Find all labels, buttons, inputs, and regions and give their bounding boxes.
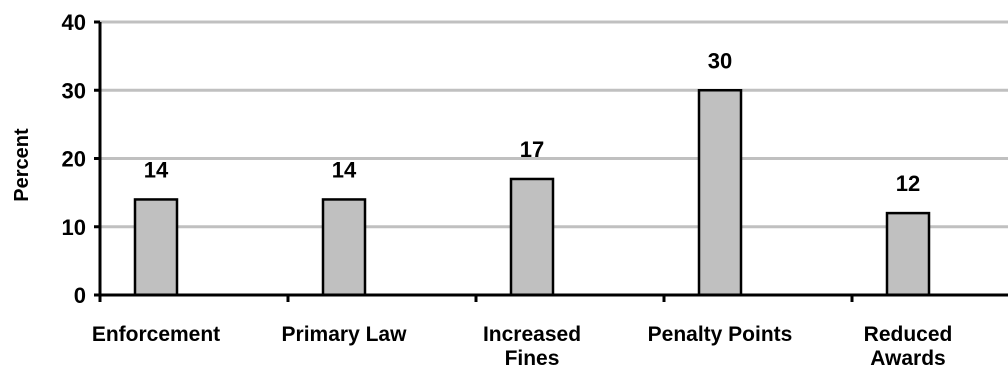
bar-0 [133,198,179,297]
bar-3 [697,89,743,297]
y-tick-label-0: 0 [74,283,86,308]
bar-4 [885,211,931,297]
data-label-4: 12 [896,171,920,196]
bar-1 [321,198,367,297]
data-label-1: 14 [332,157,357,182]
bars [133,89,931,297]
category-label-4-line-1: Awards [870,347,945,370]
data-label-2: 17 [520,137,544,162]
category-label-0: Enforcement [92,323,220,346]
category-label-2-line-0: Increased [483,323,581,346]
data-label-3: 30 [708,48,732,73]
y-tick-label-10: 10 [62,215,86,240]
y-tick-label-30: 30 [62,78,86,103]
category-label-3: Penalty Points [648,323,793,346]
category-label-1: Primary Law [282,323,408,346]
y-tick-label-40: 40 [62,10,86,35]
data-label-0: 14 [144,157,169,182]
y-tick-label-20: 20 [62,147,86,172]
bar-2 [509,177,555,297]
category-label-4-line-0: Reduced [864,323,953,346]
axes [94,20,1008,302]
labels: 0 10 20 30 40 14 Enforcement 14 Primary Law 17 Inc… [62,10,953,370]
y-axis-title: Percent [11,128,33,202]
category-label-2-line-1: Fines [505,347,560,370]
